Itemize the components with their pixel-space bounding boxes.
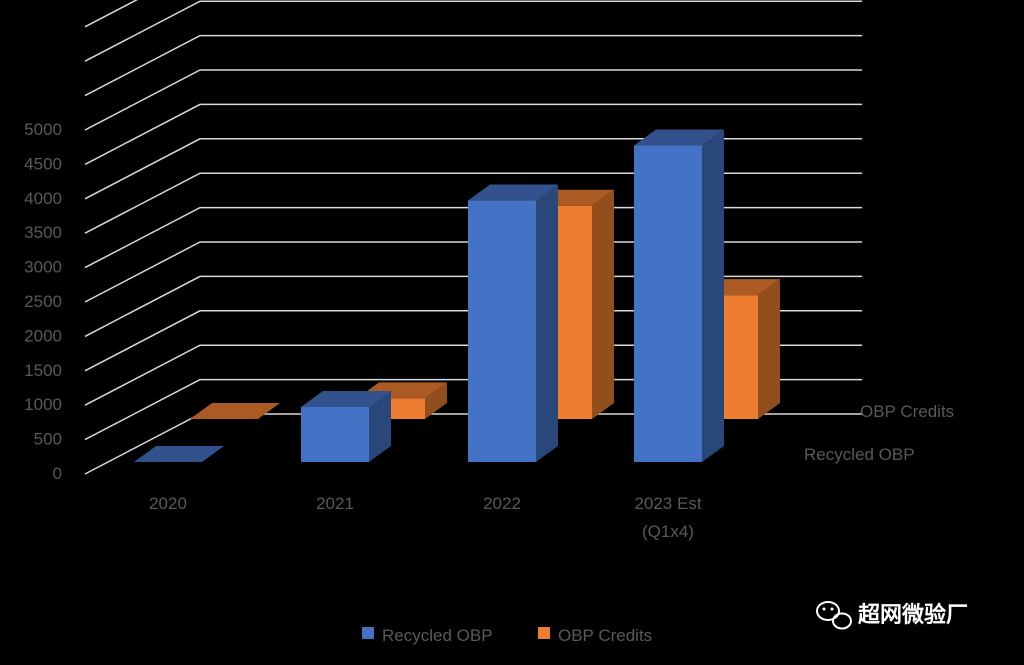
legend-swatch: [538, 627, 550, 639]
y-tick-label: 2000: [24, 326, 62, 345]
depth-axis-label: OBP Credits: [860, 402, 954, 421]
gridline: [84, 0, 138, 28]
bar-0-0: [134, 446, 224, 463]
legend: Recycled OBP OBP Credits: [362, 626, 652, 645]
bar-front: [634, 145, 702, 462]
bar-0-1: [301, 390, 391, 462]
gridline: [84, 138, 862, 200]
x-tick-label: 2021: [316, 494, 354, 513]
y-tick-label: 3500: [24, 223, 62, 242]
bar-side: [702, 129, 724, 462]
bar-side: [536, 184, 558, 462]
x-tick-label: 2023 Est: [634, 494, 701, 513]
watermark-text: 超网微验厂: [858, 602, 968, 628]
y-tick-label: 4000: [24, 189, 62, 208]
x-tick-label: (Q1x4): [642, 522, 694, 541]
y-tick-label: 3000: [24, 258, 62, 277]
y-tick-label: 1500: [24, 361, 62, 380]
x-tick-label: 2022: [483, 494, 521, 513]
bar-front: [301, 406, 369, 462]
bar-top: [468, 184, 558, 201]
bar-0-2: [468, 184, 558, 462]
y-tick-label: 4500: [24, 154, 62, 173]
bars: [134, 129, 780, 463]
y-tick-label: 2500: [24, 292, 62, 311]
gridline: [84, 103, 862, 166]
bar-side: [592, 189, 614, 419]
bar-top: [190, 403, 280, 419]
depth-axis-labels: OBP Credits Recycled OBP: [804, 402, 954, 464]
wechat-icon: [816, 601, 852, 630]
depth-axis-label: Recycled OBP: [804, 445, 915, 464]
bar-0-3: [634, 129, 724, 462]
bar-1-0: [190, 403, 280, 420]
bar-front: [468, 200, 536, 462]
bar-side: [425, 382, 447, 419]
y-tick-label: 500: [34, 430, 62, 449]
gridline: [84, 69, 862, 131]
bar-side: [369, 390, 391, 462]
legend-label: OBP Credits: [558, 626, 652, 645]
bar-side: [758, 279, 780, 419]
x-tick-label: 2020: [149, 494, 187, 513]
x-axis-labels: 2020 2021 2022 2023 Est (Q1x4): [149, 494, 702, 541]
bar-top: [134, 446, 224, 462]
y-tick-label: 5000: [24, 120, 62, 139]
gridline: [84, 34, 862, 97]
gridline: [84, 0, 862, 62]
y-tick-label: 1000: [24, 395, 62, 414]
bar-top: [634, 129, 724, 146]
legend-label: Recycled OBP: [382, 626, 493, 645]
bar-top: [301, 390, 391, 407]
legend-swatch: [362, 627, 374, 639]
gridlines: [84, 0, 862, 475]
y-axis-ticks: 0 500 1000 1500 2000 2500 3000 3500 4000 4500 5000: [24, 120, 62, 483]
watermark: 超网微验厂: [816, 601, 968, 630]
y-tick-label: 0: [53, 464, 62, 483]
